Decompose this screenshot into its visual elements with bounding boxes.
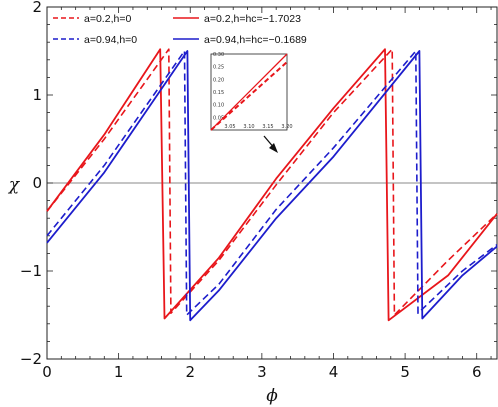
inset-plot: 3.05 3.10 3.15 3.20 0.05 0.10 0.15 0.20 0.25 0.30: [210, 52, 293, 131]
y-tick-label: 1: [32, 86, 42, 104]
legend: a=0.2,h=0 a=0.2,h=hc=−1.7023 a=0.94,h=0 …: [53, 13, 307, 46]
inset-y-tick-label: 0.05: [213, 115, 224, 121]
y-axis-label: χ: [8, 175, 21, 195]
series-line-1: [46, 48, 498, 322]
legend-label-red-dashed: a=0.2,h=0: [84, 13, 131, 25]
series-line-2: [46, 50, 498, 316]
legend-label-red-solid: a=0.2,h=hc=−1.7023: [204, 13, 301, 25]
inset-y-tick-label: 0.30: [213, 52, 224, 58]
inset-pointer-arrow: [263, 135, 278, 153]
series-line-3: [46, 50, 498, 322]
x-tick-label: 3: [257, 363, 267, 381]
series-line-0: [46, 48, 498, 316]
x-tick-label: 0: [42, 363, 52, 381]
legend-label-blue-solid: a=0.94,h=hc=−0.1689: [204, 34, 307, 46]
inset-y-tick-label: 0.20: [213, 77, 224, 83]
inset-x-tick-label: 3.20: [281, 124, 292, 130]
inset-y-tick-label: 0.10: [213, 103, 224, 109]
x-tick-label: 6: [472, 363, 482, 381]
x-tick-label: 2: [185, 363, 195, 381]
inset-y-tick-label: 0.15: [213, 90, 224, 96]
x-tick-label: 4: [329, 363, 339, 381]
y-tick-label: −2: [20, 350, 42, 368]
y-tick-label: 2: [32, 0, 42, 16]
x-tick-label: 5: [400, 363, 410, 381]
x-tick-label: 1: [114, 363, 124, 381]
y-tick-label: −1: [20, 262, 42, 280]
inset-x-tick-label: 3.05: [224, 124, 235, 130]
inset-line-red-dashed: [210, 61, 288, 131]
inset-x-tick-label: 3.10: [243, 124, 254, 130]
inset-x-tick-label: 3.15: [262, 124, 273, 130]
inset-y-tick-label: 0.25: [213, 65, 224, 71]
legend-label-blue-dashed: a=0.94,h=0: [84, 34, 137, 46]
x-axis-label: ϕ: [266, 386, 278, 406]
y-tick-label: 0: [32, 174, 42, 192]
